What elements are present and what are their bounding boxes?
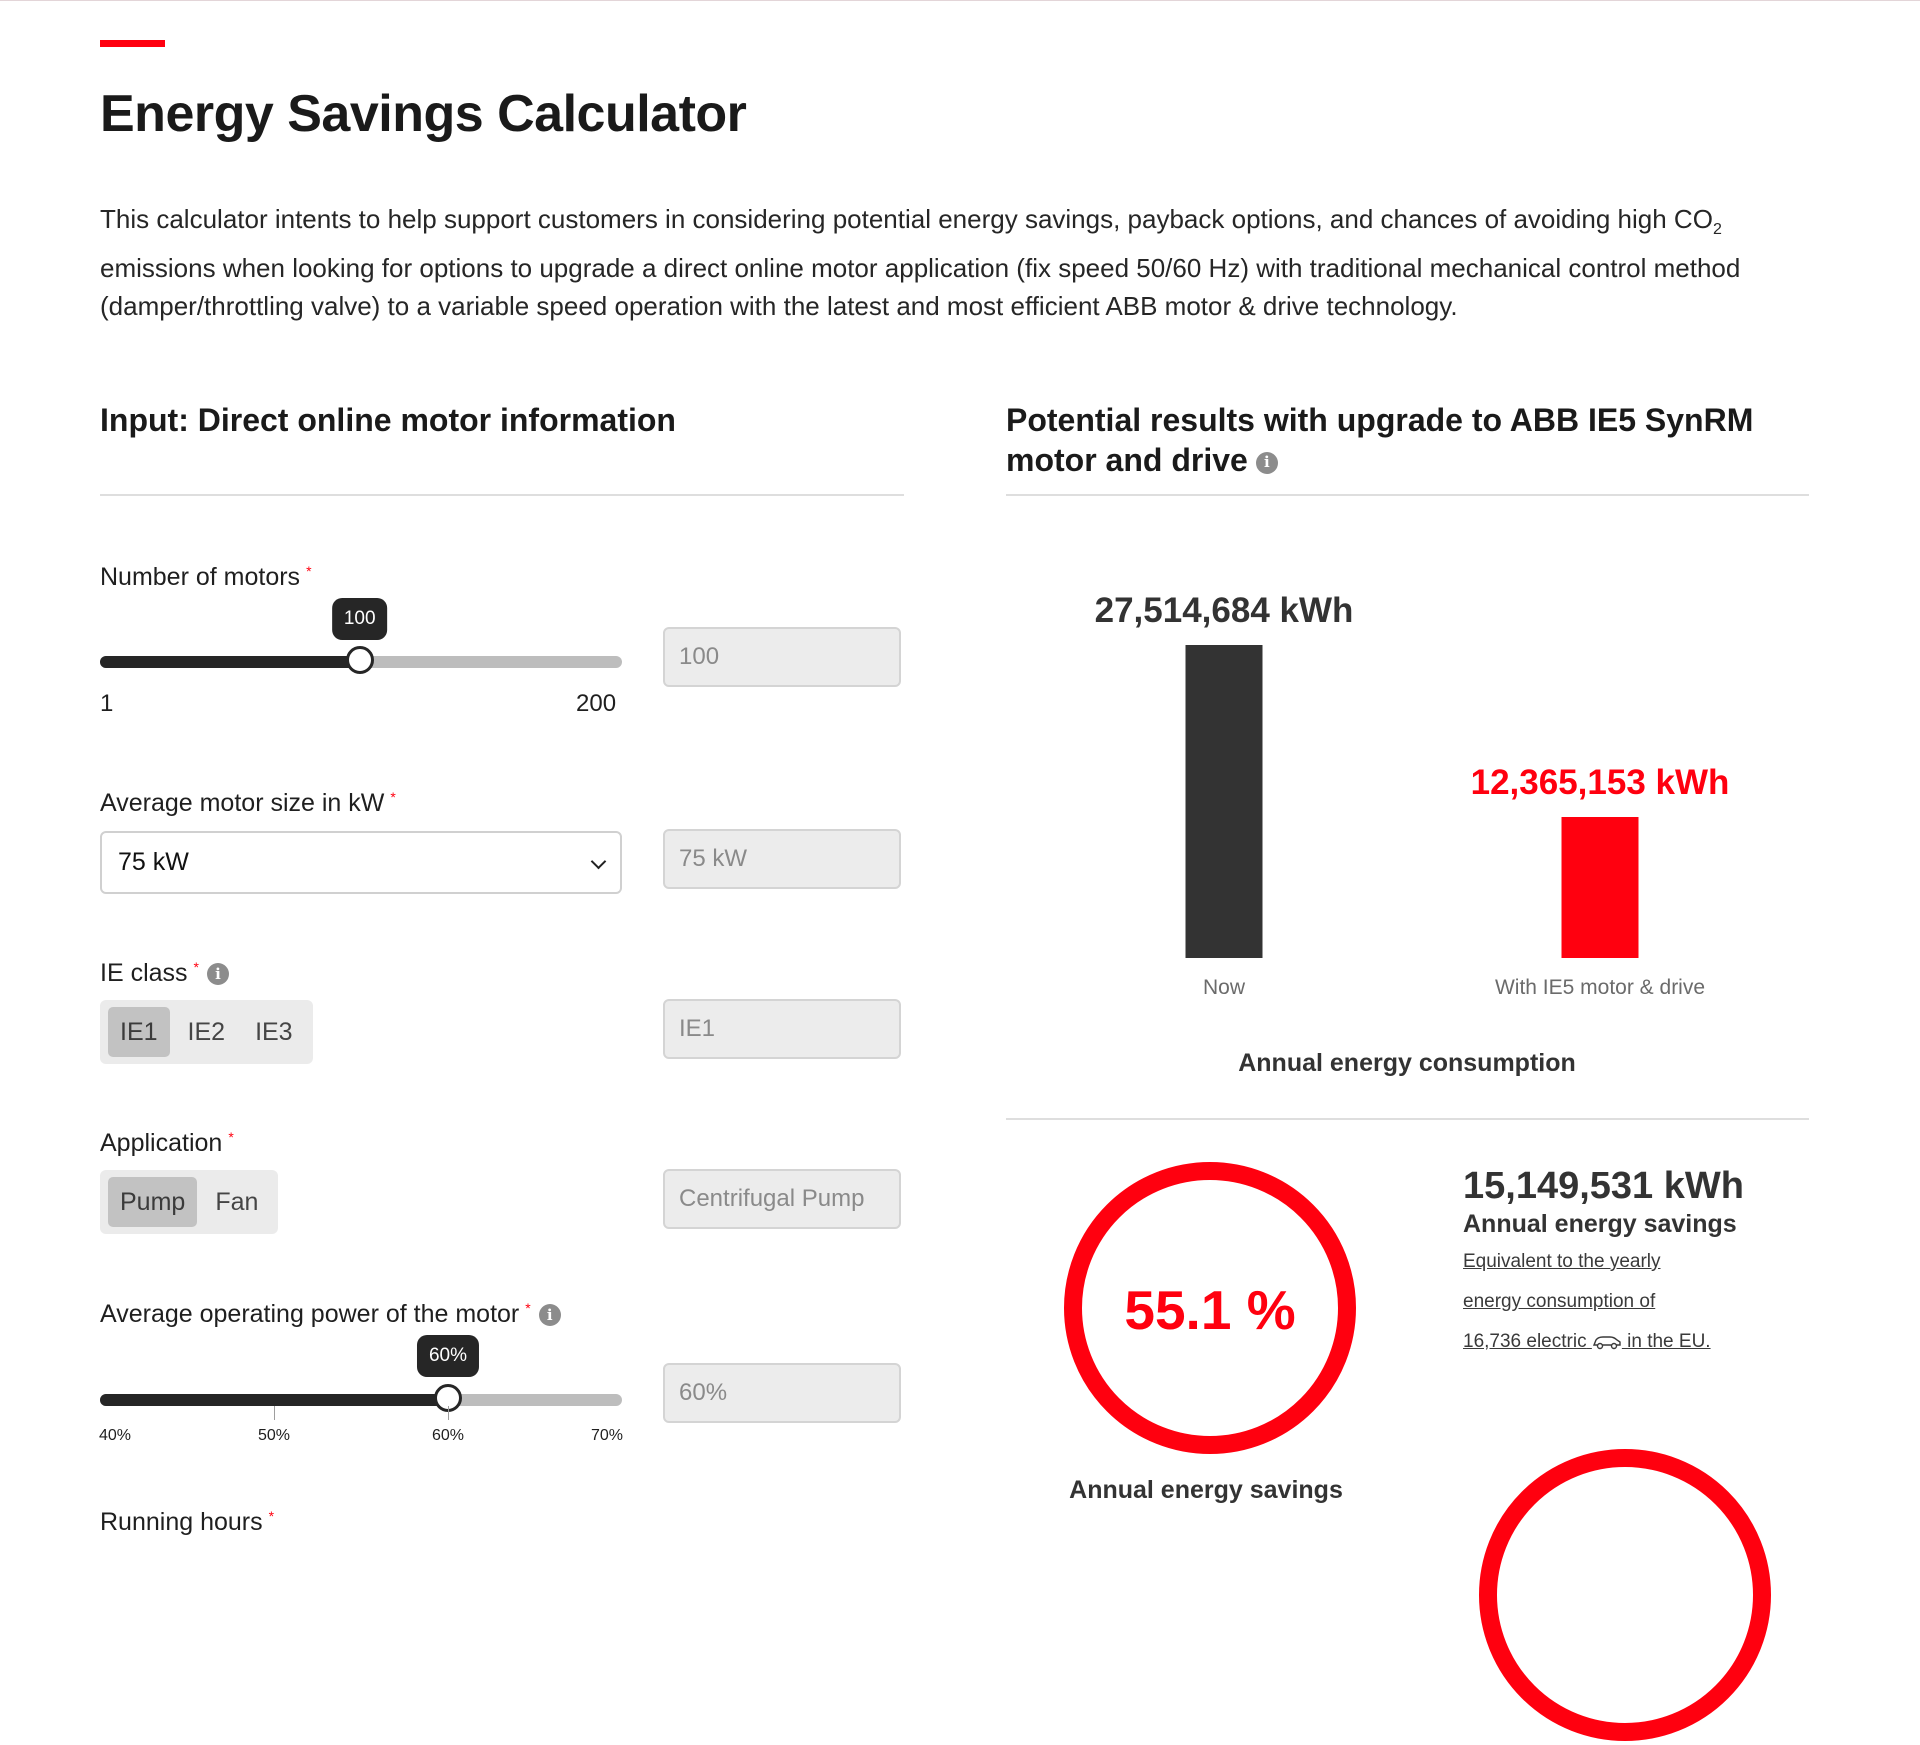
ie-class-segmented-control: IE1 IE2 IE3 <box>100 1000 313 1064</box>
tick-label: 70% <box>590 1427 624 1444</box>
intro-text-part1: This calculator intents to help support … <box>100 204 1713 234</box>
num-motors-slider[interactable] <box>100 646 622 674</box>
title-accent-bar <box>100 40 165 47</box>
ie-class-label: IE class * i <box>100 959 229 988</box>
info-icon[interactable]: i <box>206 963 229 986</box>
equivalent-link-line2[interactable]: energy consumption of <box>1463 1291 1656 1312</box>
page-title: Energy Savings Calculator <box>100 85 747 143</box>
motor-size-label: Average motor size in kW * <box>100 789 396 818</box>
motor-size-select[interactable]: 75 kW <box>100 831 622 894</box>
ie-class-option-ie2[interactable]: IE2 <box>187 1018 226 1046</box>
tick-label: 50% <box>257 1427 291 1444</box>
motor-size-label-text: Average motor size in kW <box>100 789 385 817</box>
tick-label: 40% <box>98 1427 132 1444</box>
operating-power-tooltip: 60% <box>416 1335 480 1377</box>
application-label-text: Application <box>100 1129 223 1157</box>
input-section-divider <box>100 494 904 496</box>
application-readonly-field: Centrifugal Pump <box>663 1169 901 1229</box>
application-label: Application * <box>100 1129 234 1158</box>
bar-category-label: With IE5 motor & drive <box>1494 976 1706 999</box>
running-hours-label-text: Running hours <box>100 1508 263 1536</box>
slider-fill <box>100 656 360 668</box>
savings-percent: 55.1 % <box>1124 1279 1296 1341</box>
num-motors-label: Number of motors * <box>100 563 312 592</box>
application-option-pump[interactable]: Pump <box>108 1177 198 1227</box>
slider-fill <box>100 1394 448 1406</box>
co2-subscript: 2 <box>1712 221 1722 239</box>
num-motors-tooltip: 100 <box>331 598 388 640</box>
num-motors-min-label: 1 <box>100 690 114 717</box>
savings-kwh: 15,149,531 kWh <box>1463 1165 1744 1207</box>
required-marker: * <box>228 1129 234 1145</box>
application-segmented-control: Pump Fan <box>100 1170 279 1234</box>
intro-text: This calculator intents to help support … <box>100 200 1820 325</box>
tick-mark <box>274 1406 275 1420</box>
chart-divider <box>1006 1118 1809 1120</box>
equivalent-link-line3[interactable]: 16,736 electric in the EU. <box>1463 1331 1711 1352</box>
results-heading-line2: motor and drive <box>1006 442 1248 478</box>
chart-caption: Annual energy consumption <box>1238 1049 1576 1077</box>
info-icon[interactable]: i <box>1255 451 1278 474</box>
required-marker: * <box>306 563 312 579</box>
equivalent-count: 16,736 electric <box>1463 1331 1587 1352</box>
required-marker: * <box>268 1508 275 1524</box>
tick-label: 60% <box>431 1427 465 1444</box>
application-option-fan[interactable]: Fan <box>215 1188 259 1216</box>
equivalent-text: Equivalent to the yearly energy consumpt… <box>1463 1242 1763 1362</box>
chevron-down-icon <box>590 853 607 870</box>
num-motors-readonly-field: 100 <box>663 627 901 687</box>
slider-thumb[interactable] <box>345 646 374 674</box>
second-result-ring <box>1479 1449 1771 1741</box>
chart-bar <box>1561 817 1639 958</box>
info-icon[interactable]: i <box>538 1304 561 1327</box>
intro-text-part2: emissions when looking for options to up… <box>100 253 1741 322</box>
results-section-divider <box>1006 494 1809 496</box>
operating-power-label: Average operating power of the motor * i <box>100 1300 561 1329</box>
top-divider <box>0 0 1920 1</box>
equivalent-suffix: in the EU. <box>1621 1331 1711 1352</box>
operating-power-label-text: Average operating power of the motor <box>100 1300 520 1328</box>
savings-ring-caption: Annual energy savings <box>1069 1476 1343 1504</box>
bar-value-label: 27,514,684 kWh <box>1094 591 1354 630</box>
bar-value-label: 12,365,153 kWh <box>1470 763 1730 803</box>
motor-size-readonly-field: 75 kW <box>663 829 901 889</box>
savings-heading: Annual energy savings <box>1463 1210 1737 1238</box>
required-marker: * <box>390 789 396 805</box>
results-heading-line1: Potential results with upgrade to ABB IE… <box>1006 402 1754 438</box>
chart-bar <box>1185 645 1263 958</box>
bar-category-label: Now <box>1202 976 1246 999</box>
second-result-ring-circle <box>1479 1449 1771 1741</box>
savings-ring-circle <box>1064 1162 1356 1454</box>
input-section-heading: Input: Direct online motor information <box>100 402 676 438</box>
tick-mark <box>448 1406 449 1420</box>
required-marker: * <box>525 1300 531 1316</box>
ie-class-option-ie1[interactable]: IE1 <box>108 1007 170 1057</box>
operating-power-slider[interactable] <box>100 1384 622 1412</box>
savings-ring <box>1064 1162 1356 1454</box>
equivalent-link-line1[interactable]: Equivalent to the yearly <box>1463 1251 1661 1272</box>
car-icon <box>1592 1336 1621 1350</box>
results-section-heading: Potential results with upgrade to ABB IE… <box>1006 400 1753 480</box>
ie-class-label-text: IE class <box>100 959 188 987</box>
required-marker: * <box>193 959 199 975</box>
num-motors-label-text: Number of motors <box>100 563 301 591</box>
operating-power-readonly-field: 60% <box>663 1363 901 1423</box>
ie-class-option-ie3[interactable]: IE3 <box>255 1018 293 1046</box>
num-motors-max-label: 200 <box>576 690 617 717</box>
motor-size-selected-value: 75 kW <box>118 848 189 876</box>
ie-class-readonly-field: IE1 <box>663 999 901 1059</box>
